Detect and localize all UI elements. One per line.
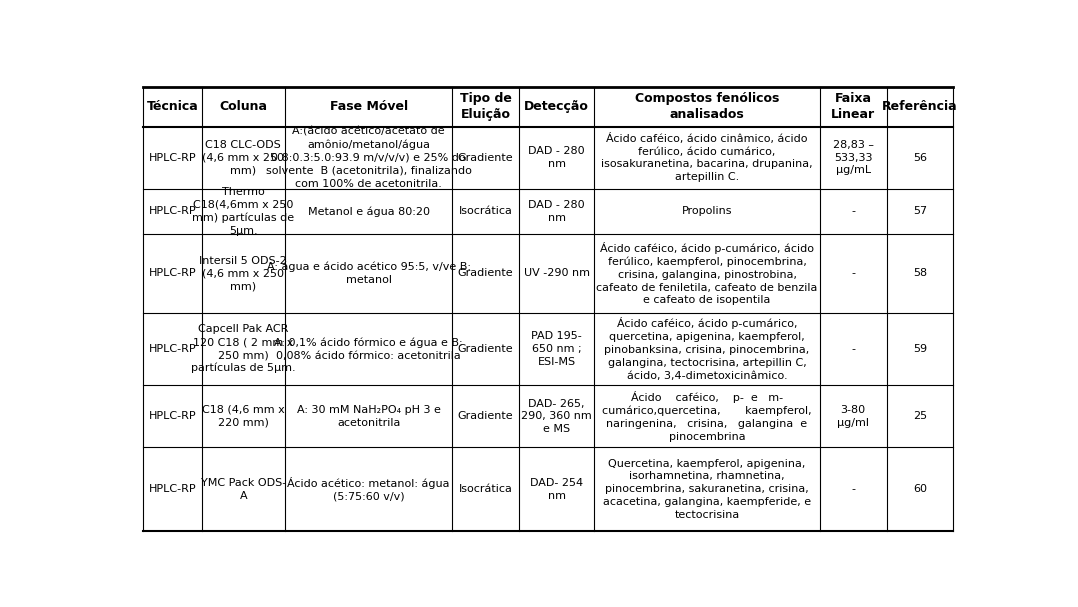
- Text: A: 0,1% ácido fórmico e água e B:
0,08% ácido fórmico: acetonitrila: A: 0,1% ácido fórmico e água e B: 0,08% …: [275, 337, 462, 361]
- Text: HPLC-RP: HPLC-RP: [149, 268, 196, 279]
- Text: HPLC-RP: HPLC-RP: [149, 484, 196, 494]
- Text: DAD- 265,
290, 360 nm
e MS: DAD- 265, 290, 360 nm e MS: [522, 399, 592, 434]
- Text: DAD- 254
nm: DAD- 254 nm: [530, 478, 583, 501]
- Text: Ácido acético: metanol: água
(5:75:60 v/v): Ácido acético: metanol: água (5:75:60 v/…: [288, 476, 450, 501]
- Text: C18 (4,6 mm x
220 mm): C18 (4,6 mm x 220 mm): [202, 405, 285, 428]
- Text: Detecção: Detecção: [524, 100, 589, 114]
- Text: Fase Móvel: Fase Móvel: [330, 100, 407, 114]
- Text: Quercetina, kaempferol, apigenina,
isorhamnetina, rhamnetina,
pinocembrina, saku: Quercetina, kaempferol, apigenina, isorh…: [603, 458, 811, 520]
- Text: C18 CLC-ODS
(4,6 mm x 250
mm): C18 CLC-ODS (4,6 mm x 250 mm): [203, 140, 285, 175]
- Text: -: -: [852, 206, 855, 217]
- Text: Tipo de
Eluição: Tipo de Eluição: [459, 92, 512, 121]
- Text: Thermo
C18(4,6mm x 250
mm) partículas de
5µm.: Thermo C18(4,6mm x 250 mm) partículas de…: [192, 187, 294, 236]
- Text: 60: 60: [913, 484, 927, 494]
- Text: -: -: [852, 344, 855, 354]
- Text: Ácido caféico, ácido p-cumárico,
quercetina, apigenina, kaempferol,
pinobanksina: Ácido caféico, ácido p-cumárico, quercet…: [605, 317, 810, 381]
- Text: A:(ácido acético/acetato de
amônio/metanol/água
0.8:0.3:5.0:93.9 m/v/v/v) e 25% : A:(ácido acético/acetato de amônio/metan…: [266, 127, 471, 189]
- Text: Ácido    caféico,    p-  e   m-
cumárico,quercetina,       kaempferol,
naringeni: Ácido caféico, p- e m- cumárico,querceti…: [603, 391, 812, 442]
- Text: Gradiente: Gradiente: [458, 344, 513, 354]
- Text: Faixa
Linear: Faixa Linear: [831, 92, 875, 121]
- Text: Gradiente: Gradiente: [458, 268, 513, 279]
- Text: A: água e ácido acético 95:5, v/ve B:
metanol: A: água e ácido acético 95:5, v/ve B: me…: [266, 262, 471, 285]
- Text: -: -: [852, 484, 855, 494]
- Text: 57: 57: [913, 206, 927, 217]
- Text: 25: 25: [913, 412, 927, 421]
- Text: Ácido caféico, ácido cinâmico, ácido
ferúlico, ácido cumárico,
isosakuranetina, : Ácido caféico, ácido cinâmico, ácido fer…: [602, 133, 813, 182]
- Text: 58: 58: [913, 268, 927, 279]
- Text: 59: 59: [913, 344, 927, 354]
- Text: Intersil 5 ODS-2
(4,6 mm x 250
mm): Intersil 5 ODS-2 (4,6 mm x 250 mm): [199, 256, 287, 291]
- Text: Isocrática: Isocrática: [459, 206, 512, 217]
- Text: DAD - 280
nm: DAD - 280 nm: [528, 146, 585, 169]
- Text: Propolins: Propolins: [681, 206, 732, 217]
- Text: -: -: [852, 268, 855, 279]
- Text: HPLC-RP: HPLC-RP: [149, 152, 196, 163]
- Text: Compostos fenólicos
analisados: Compostos fenólicos analisados: [635, 92, 779, 121]
- Text: Técnica: Técnica: [147, 100, 198, 114]
- Text: Ácido caféico, ácido p-cumárico, ácido
ferúlico, kaempferol, pinocembrina,
crisi: Ácido caféico, ácido p-cumárico, ácido f…: [596, 242, 818, 305]
- Text: Metanol e água 80:20: Metanol e água 80:20: [307, 206, 430, 217]
- Text: YMC Pack ODS-
A: YMC Pack ODS- A: [201, 478, 286, 501]
- Text: HPLC-RP: HPLC-RP: [149, 412, 196, 421]
- Text: HPLC-RP: HPLC-RP: [149, 206, 196, 217]
- Text: Coluna: Coluna: [219, 100, 267, 114]
- Text: 3-80
µg/ml: 3-80 µg/ml: [838, 405, 869, 428]
- Text: A: 30 mM NaH₂PO₄ pH 3 e
acetonitrila: A: 30 mM NaH₂PO₄ pH 3 e acetonitrila: [296, 405, 441, 428]
- Text: HPLC-RP: HPLC-RP: [149, 344, 196, 354]
- Text: 56: 56: [913, 152, 927, 163]
- Text: Capcell Pak ACR
120 C18 ( 2 mm x
250 mm)
partículas de 5µm.: Capcell Pak ACR 120 C18 ( 2 mm x 250 mm)…: [191, 324, 295, 373]
- Text: UV -290 nm: UV -290 nm: [524, 268, 590, 279]
- Text: Referência: Referência: [882, 100, 958, 114]
- Text: Isocrática: Isocrática: [459, 484, 512, 494]
- Text: PAD 195-
650 nm ;
ESI-MS: PAD 195- 650 nm ; ESI-MS: [531, 331, 582, 367]
- Text: 28,83 –
533,33
µg/mL: 28,83 – 533,33 µg/mL: [832, 140, 874, 175]
- Text: Gradiente: Gradiente: [458, 412, 513, 421]
- Text: DAD - 280
nm: DAD - 280 nm: [528, 200, 585, 223]
- Text: Gradiente: Gradiente: [458, 152, 513, 163]
